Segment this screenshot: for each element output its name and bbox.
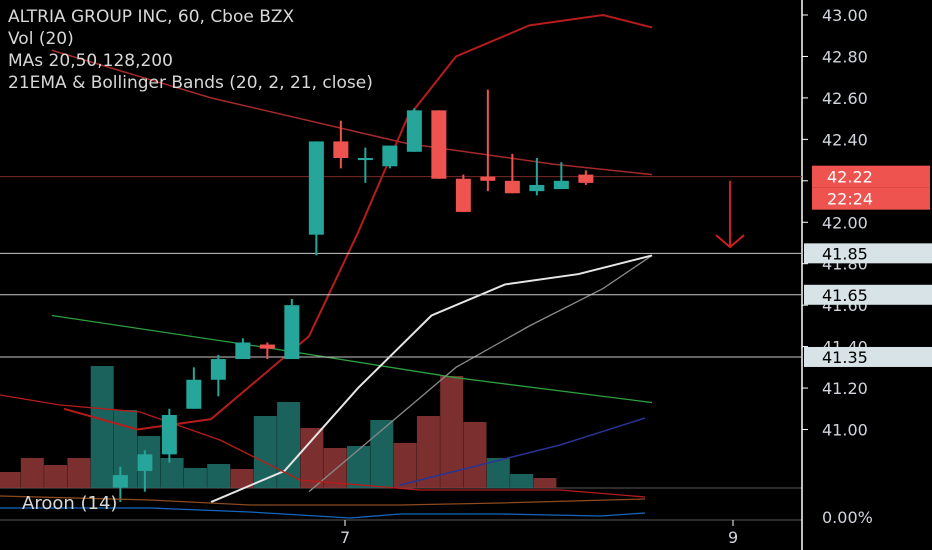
- volume-bar: [90, 366, 114, 488]
- ma-green-line: [51, 314, 653, 404]
- bollinger-lower-line: [0, 394, 646, 498]
- candle-body: [480, 176, 496, 181]
- volume-bar: [253, 416, 277, 488]
- horizontal-levels: [0, 176, 802, 358]
- level-tag: [804, 346, 932, 367]
- candle-body: [137, 454, 153, 471]
- legend-ema-bollinger[interactable]: 21EMA & Bollinger Bands (20, 2, 21, clos…: [8, 73, 373, 93]
- candle-body: [431, 110, 447, 179]
- candle-body: [284, 305, 300, 360]
- price-tick-label: 43.00: [822, 6, 868, 25]
- volume-bar: [510, 474, 534, 488]
- price-tick-label: 42.40: [822, 130, 868, 149]
- aroon-legend[interactable]: Aroon (14): [22, 493, 118, 514]
- legend-symbol[interactable]: ALTRIA GROUP INC, 60, Cboe BZX: [8, 7, 295, 27]
- down-arrow-annotation: [715, 180, 745, 249]
- volume-bar: [300, 428, 324, 488]
- candles: [112, 89, 594, 503]
- volume-bar: [0, 472, 21, 488]
- volume-bar: [230, 469, 254, 488]
- volume-bar: [183, 468, 207, 488]
- countdown-tag: [812, 187, 930, 210]
- last-price-label: 42.22: [827, 168, 873, 187]
- volume-bar: [440, 376, 464, 488]
- legend-volume[interactable]: Vol (20): [8, 29, 74, 49]
- time-tick-label: 9: [728, 528, 738, 547]
- level-tag: [804, 243, 932, 264]
- candle-body: [455, 178, 471, 212]
- arrow-head: [715, 234, 745, 249]
- volume-bar: [393, 443, 417, 488]
- candle-body: [382, 145, 398, 167]
- price-tick-label: 41.20: [822, 379, 868, 398]
- volume-bar: [20, 458, 44, 488]
- price-tick-label: 42.60: [822, 89, 868, 108]
- legend-moving-averages[interactable]: MAs 20,50,128,200: [8, 51, 173, 71]
- candle-body: [259, 344, 275, 349]
- candle-body: [357, 158, 373, 161]
- level-tag-label: 41.35: [822, 348, 868, 367]
- candle-body: [406, 110, 422, 152]
- candle-body: [529, 184, 545, 192]
- time-tick-label: 7: [340, 528, 350, 547]
- candle-body: [235, 342, 251, 360]
- volume-bar: [463, 422, 487, 488]
- chart-legend: ALTRIA GROUP INC, 60, Cboe BZX Vol (20) …: [8, 6, 373, 94]
- candle-body: [578, 174, 594, 183]
- candle-body: [504, 180, 520, 194]
- candle-body: [112, 475, 128, 488]
- price-axis: 41.0041.2041.4041.6041.8042.0042.2042.40…: [802, 6, 932, 527]
- moving-average-lines: [0, 13, 653, 503]
- candle-body: [161, 414, 177, 455]
- volume-bar: [277, 402, 301, 488]
- volume-bar: [207, 464, 231, 488]
- candle-body: [553, 180, 569, 190]
- volume-bar: [67, 458, 91, 488]
- volume-bar: [323, 448, 347, 488]
- candle-body: [333, 141, 349, 159]
- volume-bar: [416, 416, 440, 488]
- volume-bar: [486, 458, 510, 488]
- level-tag-label: 41.65: [822, 286, 868, 305]
- aroon-axis-label: 0.00%: [822, 508, 873, 527]
- volume-bar: [44, 465, 68, 488]
- aroon-pane: [0, 495, 646, 519]
- ma-gray-line: [308, 254, 653, 493]
- price-tick-label: 42.80: [822, 47, 868, 66]
- candle-body: [308, 141, 324, 235]
- volume-bar: [160, 458, 184, 488]
- ma-blue-line: [399, 417, 646, 486]
- volume-bar: [533, 478, 557, 488]
- candle-body: [186, 379, 202, 409]
- ma-white-line: [210, 254, 653, 503]
- last-price-tag: [812, 165, 930, 188]
- price-tick-label: 42.00: [822, 213, 868, 232]
- countdown-label: 22:24: [827, 190, 873, 209]
- aroon-up-line: [0, 495, 646, 506]
- volume-bar: [347, 446, 370, 488]
- volume-bar: [370, 420, 394, 488]
- price-tick-label: 41.00: [822, 421, 868, 440]
- candle-body: [210, 359, 226, 380]
- level-tag: [804, 284, 932, 305]
- level-tag-label: 41.85: [822, 244, 868, 263]
- aroon-down-line: [0, 507, 646, 519]
